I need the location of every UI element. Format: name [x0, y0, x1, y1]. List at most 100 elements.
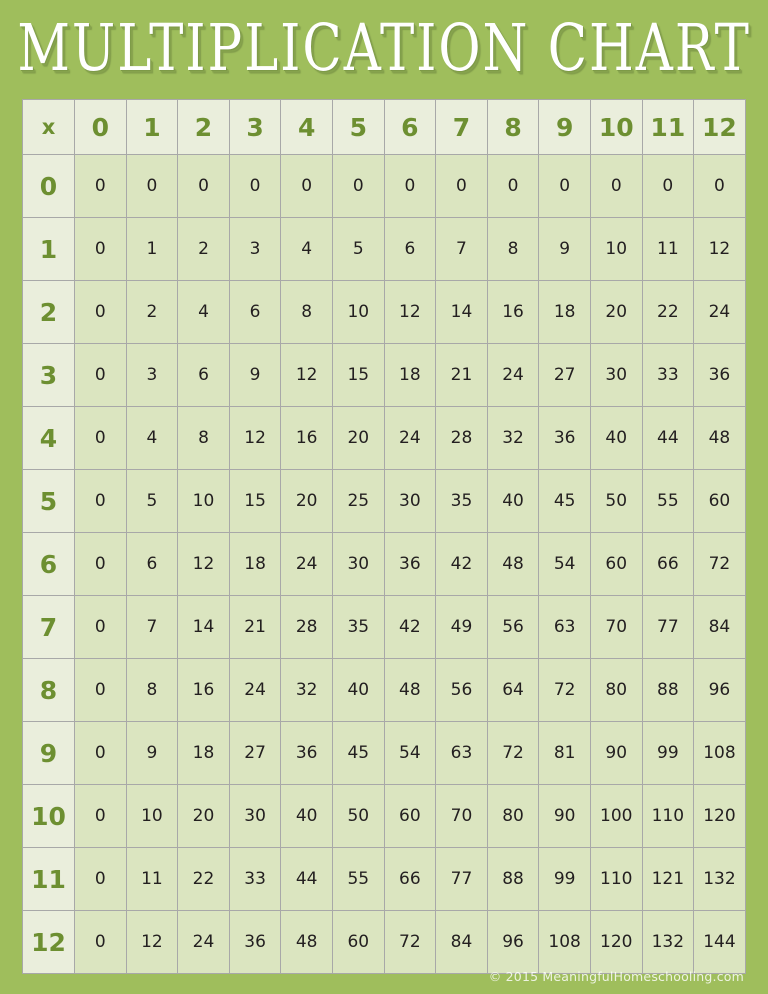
product-cell-0x10: 0: [589, 154, 643, 218]
product-cell-6x2: 12: [177, 532, 230, 596]
product-cell-12x4: 48: [280, 910, 333, 974]
product-cell-0x1: 0: [125, 154, 179, 218]
row-header-2: 2: [22, 280, 75, 344]
product-cell-8x11: 88: [641, 658, 695, 722]
product-cell-8x0: 0: [74, 658, 127, 722]
table-row: 1 0 1 2 3 4 5 6 7 8 9 10 11 12: [22, 217, 746, 281]
column-header-8: 8: [486, 99, 540, 155]
product-cell-8x10: 80: [589, 658, 643, 722]
product-cell-11x11: 121: [641, 847, 695, 911]
product-cell-10x2: 20: [177, 784, 230, 848]
product-cell-8x7: 56: [435, 658, 488, 722]
product-cell-11x10: 110: [589, 847, 643, 911]
product-cell-5x8: 40: [486, 469, 540, 533]
product-cell-7x10: 70: [589, 595, 643, 659]
product-cell-5x7: 35: [435, 469, 488, 533]
product-cell-4x12: 48: [693, 406, 746, 470]
product-cell-2x7: 14: [435, 280, 488, 344]
product-cell-2x5: 10: [331, 280, 385, 344]
row-header-10: 10: [22, 784, 75, 848]
product-cell-4x0: 0: [74, 406, 127, 470]
product-cell-9x10: 90: [589, 721, 643, 785]
product-cell-1x5: 5: [331, 217, 385, 281]
product-cell-4x11: 44: [641, 406, 695, 470]
product-cell-6x3: 18: [228, 532, 282, 596]
product-cell-11x6: 66: [383, 847, 437, 911]
row-header-0: 0: [22, 154, 75, 218]
product-cell-4x10: 40: [589, 406, 643, 470]
product-cell-2x2: 4: [177, 280, 230, 344]
column-header-1: 1: [125, 99, 179, 155]
row-header-7: 7: [22, 595, 75, 659]
row-header-1: 1: [22, 217, 75, 281]
product-cell-0x5: 0: [331, 154, 385, 218]
product-cell-1x4: 4: [280, 217, 333, 281]
page-title: MULTIPLICATION CHART: [17, 10, 751, 86]
product-cell-7x12: 84: [693, 595, 746, 659]
product-cell-1x6: 6: [383, 217, 437, 281]
multiplication-table-wrap: x 0 1 2 3 4 5 6 7 8 9 10 11 12 0 0 0 0 0 0 0 0 0 0 0 0 0 0 1 0 1 2 3 4 5 6 7…: [22, 99, 746, 974]
product-cell-12x5: 60: [331, 910, 385, 974]
product-cell-12x2: 24: [177, 910, 230, 974]
column-header-4: 4: [280, 99, 333, 155]
product-cell-4x6: 24: [383, 406, 437, 470]
product-cell-1x1: 1: [125, 217, 179, 281]
product-cell-10x4: 40: [280, 784, 333, 848]
product-cell-0x6: 0: [383, 154, 437, 218]
row-header-6: 6: [22, 532, 75, 596]
product-cell-4x4: 16: [280, 406, 333, 470]
product-cell-12x10: 120: [589, 910, 643, 974]
product-cell-8x5: 40: [331, 658, 385, 722]
product-cell-8x6: 48: [383, 658, 437, 722]
product-cell-2x3: 6: [228, 280, 282, 344]
product-cell-3x5: 15: [331, 343, 385, 407]
product-cell-6x7: 42: [435, 532, 488, 596]
corner-operator-cell: x: [22, 99, 75, 155]
product-cell-12x8: 96: [486, 910, 540, 974]
product-cell-11x12: 132: [693, 847, 746, 911]
title-area: MULTIPLICATION CHART: [0, 0, 768, 96]
product-cell-4x7: 28: [435, 406, 488, 470]
product-cell-0x2: 0: [177, 154, 230, 218]
product-cell-12x12: 144: [693, 910, 746, 974]
product-cell-5x6: 30: [383, 469, 437, 533]
product-cell-6x1: 6: [125, 532, 179, 596]
product-cell-3x7: 21: [435, 343, 488, 407]
product-cell-10x7: 70: [435, 784, 488, 848]
column-header-3: 3: [228, 99, 282, 155]
product-cell-11x3: 33: [228, 847, 282, 911]
product-cell-4x5: 20: [331, 406, 385, 470]
table-row: 3 0 3 6 9 12 15 18 21 24 27 30 33 36: [22, 343, 746, 407]
table-body: x 0 1 2 3 4 5 6 7 8 9 10 11 12 0 0 0 0 0 0 0 0 0 0 0 0 0 0 1 0 1 2 3 4 5 6 7…: [22, 99, 746, 974]
product-cell-9x5: 45: [331, 721, 385, 785]
column-header-10: 10: [589, 99, 643, 155]
product-cell-6x6: 36: [383, 532, 437, 596]
product-cell-6x5: 30: [331, 532, 385, 596]
product-cell-12x6: 72: [383, 910, 437, 974]
product-cell-2x1: 2: [125, 280, 179, 344]
product-cell-9x3: 27: [228, 721, 282, 785]
row-header-4: 4: [22, 406, 75, 470]
product-cell-1x11: 11: [641, 217, 695, 281]
product-cell-7x4: 28: [280, 595, 333, 659]
product-cell-2x6: 12: [383, 280, 437, 344]
product-cell-5x1: 5: [125, 469, 179, 533]
table-row: 5 0 5 10 15 20 25 30 35 40 45 50 55 60: [22, 469, 746, 533]
product-cell-10x8: 80: [486, 784, 540, 848]
table-row: 6 0 6 12 18 24 30 36 42 48 54 60 66 72: [22, 532, 746, 596]
product-cell-6x11: 66: [641, 532, 695, 596]
product-cell-2x9: 18: [538, 280, 591, 344]
row-header-5: 5: [22, 469, 75, 533]
table-row: 2 0 2 4 6 8 10 12 14 16 18 20 22 24: [22, 280, 746, 344]
product-cell-9x0: 0: [74, 721, 127, 785]
table-row: 4 0 4 8 12 16 20 24 28 32 36 40 44 48: [22, 406, 746, 470]
product-cell-8x8: 64: [486, 658, 540, 722]
product-cell-3x9: 27: [538, 343, 591, 407]
multiplication-table: x 0 1 2 3 4 5 6 7 8 9 10 11 12 0 0 0 0 0 0 0 0 0 0 0 0 0 0 1 0 1 2 3 4 5 6 7…: [22, 99, 746, 974]
product-cell-6x10: 60: [589, 532, 643, 596]
product-cell-9x4: 36: [280, 721, 333, 785]
product-cell-12x0: 0: [74, 910, 127, 974]
product-cell-6x12: 72: [693, 532, 746, 596]
product-cell-7x0: 0: [74, 595, 127, 659]
